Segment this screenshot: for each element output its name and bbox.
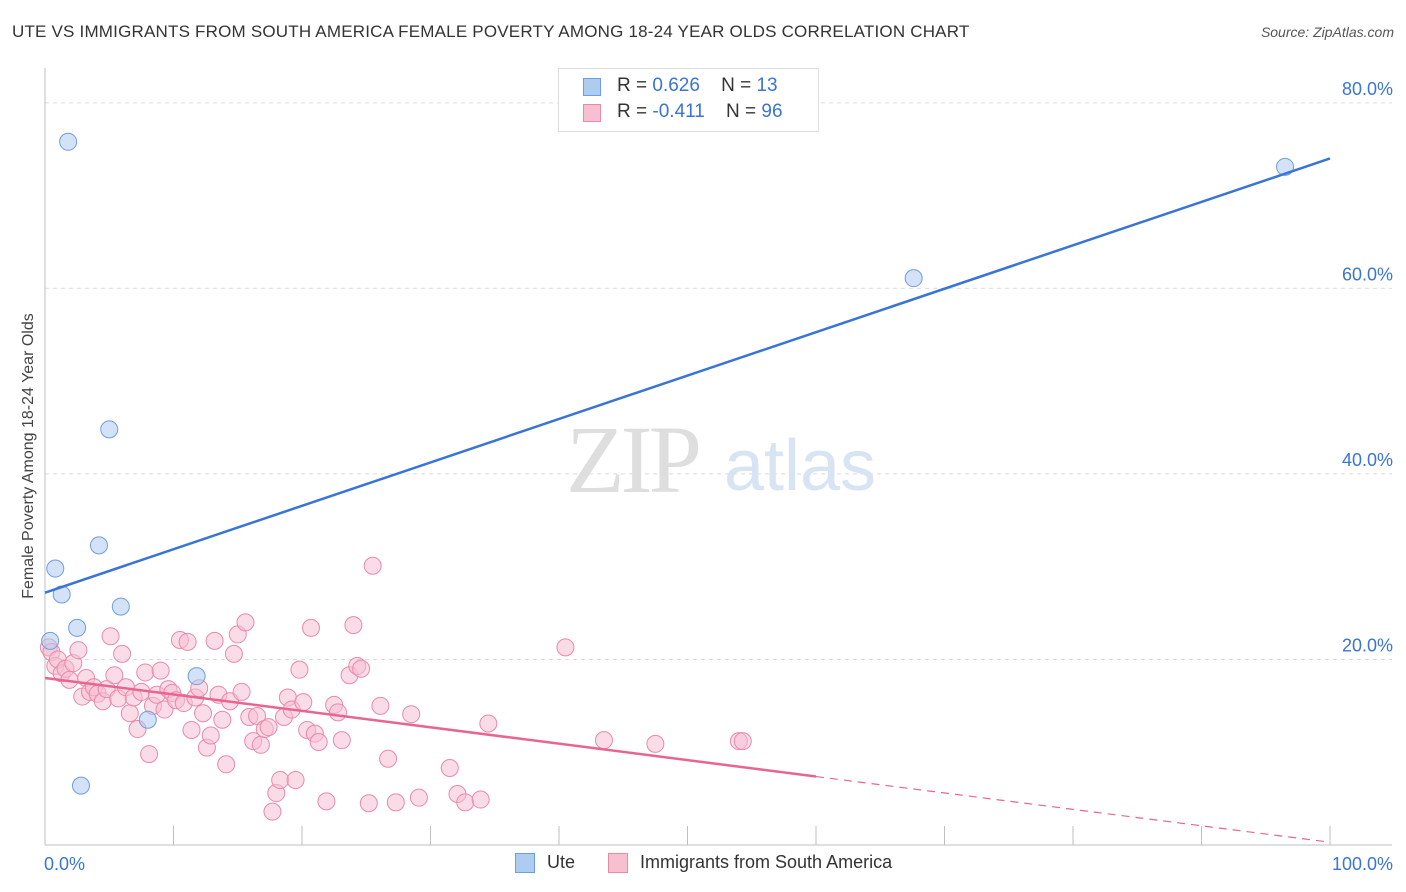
legend-r-value: -0.411 (652, 101, 705, 122)
immigrants-trend-line-dashed (815, 775, 1331, 843)
immigrants-point (371, 696, 390, 715)
immigrants-point (344, 616, 363, 635)
immigrants-point (178, 632, 197, 651)
immigrants-point (182, 720, 201, 739)
ute-point (41, 631, 60, 650)
correlation-legend: R = 0.626 N = 13 R = -0.411 N = 96 (558, 68, 819, 132)
ute-point (89, 536, 108, 555)
chart-title: UTE VS IMMIGRANTS FROM SOUTH AMERICA FEM… (12, 22, 970, 41)
legend-n-label: N = (725, 101, 757, 122)
legend-r-label: R = (617, 75, 648, 96)
x-tick-label: 100.0% (1332, 854, 1393, 874)
bottom-legend-label-immigrants: Immigrants from South America (640, 852, 893, 872)
ute-point (59, 132, 78, 151)
immigrants-point (263, 802, 282, 821)
immigrants-point (409, 788, 428, 807)
legend-text-ute: R = 0.626 N = 13 (617, 75, 778, 97)
immigrants-point (556, 638, 575, 657)
immigrants-point (201, 726, 220, 745)
immigrants-point (440, 759, 459, 777)
immigrants-point (69, 641, 88, 660)
ute-point (187, 667, 206, 686)
legend-text-immigrants: R = -0.411 N = 96 (617, 101, 783, 123)
immigrants-point (471, 790, 490, 809)
immigrants-point (359, 794, 378, 813)
x-tick-label: 0.0% (44, 854, 85, 874)
immigrants-point (363, 556, 382, 575)
immigrants-trend-line (44, 676, 817, 778)
bottom-legend-label-ute: Ute (547, 852, 576, 872)
immigrants-point (379, 749, 398, 768)
immigrants-point (194, 704, 213, 723)
legend-n-value: 13 (756, 75, 778, 96)
bottom-legend-swatch-immigrants (608, 853, 628, 873)
immigrants-point (113, 644, 132, 663)
immigrants-point (332, 731, 351, 750)
immigrants-point (120, 704, 139, 723)
points-layer (39, 132, 1295, 821)
immigrants-point (386, 793, 405, 812)
immigrants-point (271, 771, 290, 790)
immigrants-point (213, 710, 232, 729)
legend-n-label: N = (721, 75, 752, 96)
watermark: ZIP atlas (566, 406, 876, 513)
immigrants-point (105, 666, 124, 685)
immigrants-point (286, 771, 305, 790)
immigrants-point (352, 659, 371, 678)
immigrants-point (140, 745, 159, 764)
immigrants-point (251, 735, 270, 754)
legend-r-label: R = (617, 101, 648, 122)
grid-layer (45, 102, 1392, 660)
immigrants-point (479, 714, 498, 733)
legend-swatch-ute (583, 78, 601, 96)
immigrants-point (224, 644, 243, 663)
ute-point (46, 559, 65, 578)
immigrants-point (309, 733, 328, 752)
immigrants-point (232, 682, 251, 701)
ute-point (904, 269, 923, 288)
y-tick-label: 40.0% (1342, 450, 1393, 470)
immigrants-point (136, 663, 155, 682)
y-tick-label: 20.0% (1342, 635, 1393, 655)
y-axis-label: Female Poverty Among 18-24 Year Olds (20, 313, 37, 599)
immigrants-point (101, 627, 120, 646)
watermark-zip: ZIP (566, 406, 699, 513)
legend-n-value: 96 (761, 101, 783, 122)
immigrants-point (217, 755, 236, 774)
immigrants-point (594, 731, 613, 750)
immigrants-point (301, 618, 320, 637)
ute-point (100, 420, 119, 439)
ute-trend-line (44, 157, 1331, 594)
immigrants-point (205, 631, 224, 650)
immigrants-point (294, 693, 313, 712)
ute-point (68, 618, 87, 637)
trend-layer (44, 157, 1331, 843)
immigrants-point (402, 705, 421, 724)
immigrants-point (646, 734, 665, 753)
immigrants-point (328, 703, 347, 722)
legend-swatch-immigrants (583, 104, 601, 122)
immigrants-point (259, 718, 278, 737)
legend-r-value: 0.626 (652, 75, 700, 96)
watermark-atlas: atlas (724, 426, 876, 506)
immigrants-point (151, 661, 170, 680)
y-tick-label: 60.0% (1342, 264, 1393, 284)
ute-point (71, 776, 90, 795)
immigrants-point (456, 793, 475, 812)
ute-point (111, 597, 130, 616)
immigrants-point (317, 792, 336, 811)
bottom-legend-swatch-ute (515, 853, 535, 873)
axes-layer: 20.0% 40.0% 60.0% 80.0% 0.0% 100.0% (44, 68, 1393, 874)
ute-point (138, 710, 157, 729)
immigrants-point (290, 660, 309, 679)
immigrants-point (236, 613, 255, 632)
y-tick-label: 80.0% (1342, 79, 1393, 99)
immigrants-point (733, 732, 752, 751)
chart-source: Source: ZipAtlas.com (1260, 24, 1394, 40)
